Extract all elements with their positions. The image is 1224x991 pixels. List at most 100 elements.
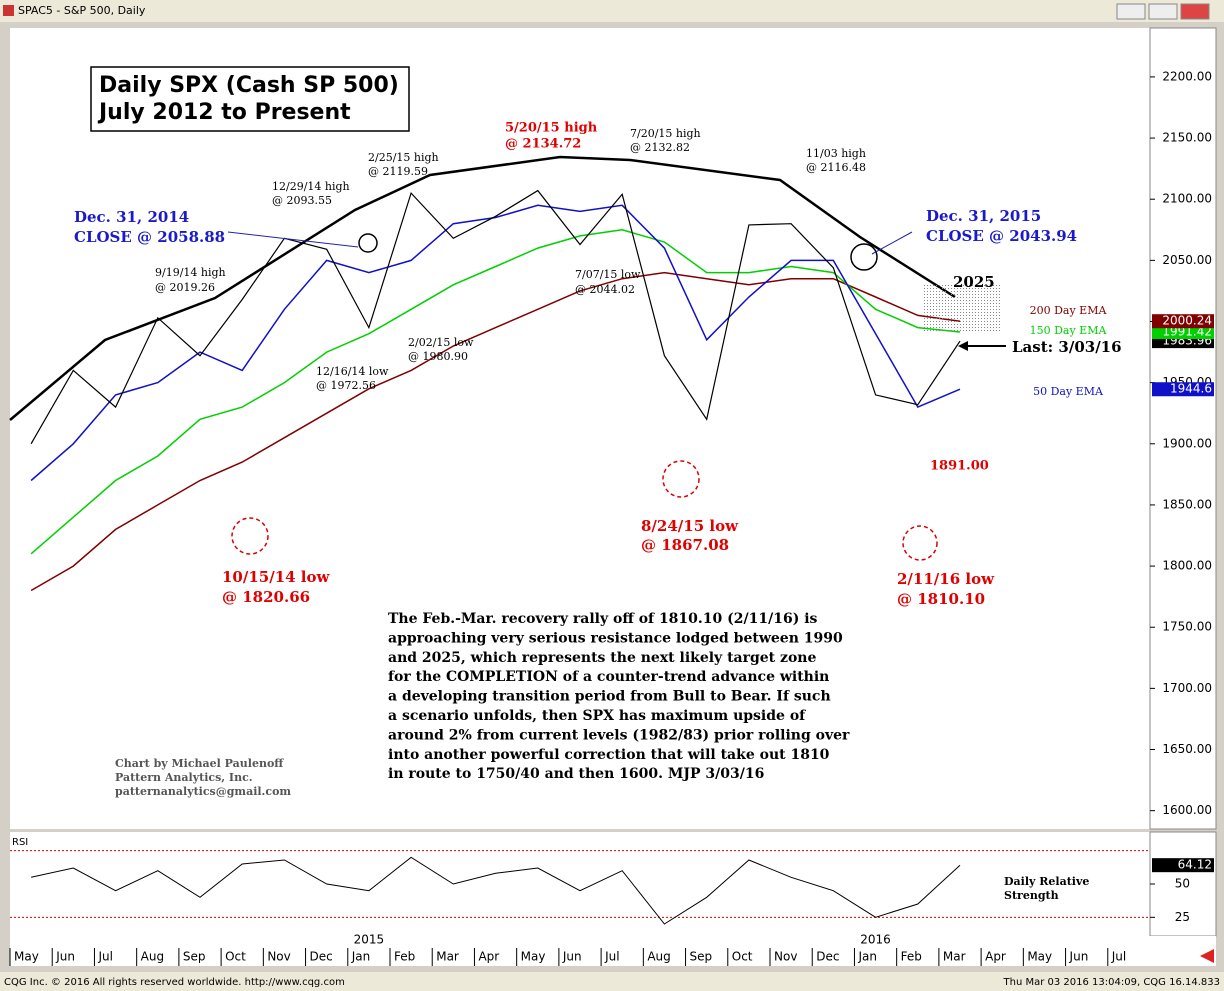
x-tick-label: Oct — [225, 950, 246, 964]
last-value-tag — [1152, 382, 1214, 397]
commentary-line: around 2% from current levels (1982/83) … — [388, 727, 850, 743]
rsi-last-label: 64.12 — [1178, 858, 1212, 872]
commentary-line: The Feb.-Mar. recovery rally off of 1810… — [388, 611, 818, 627]
y-tick-label: 1600.00 — [1162, 803, 1212, 817]
title-box — [90, 66, 410, 132]
y-tick-label: 2100.00 — [1162, 192, 1212, 206]
x-tick-label: Nov — [774, 950, 797, 964]
commentary-line: into another powerful correction that wi… — [388, 747, 830, 763]
rsi-axis — [1149, 831, 1217, 937]
last-value-label: 1944.6 — [1170, 382, 1212, 396]
rsi-label: RSI — [12, 837, 28, 848]
x-tick-label: Jan — [857, 950, 877, 964]
legend-entry: 150 Day EMA — [1030, 324, 1108, 337]
x-tick-label: May — [521, 950, 546, 964]
y-tick-label: 1800.00 — [1162, 559, 1212, 573]
window-title: SPAC5 - S&P 500, Daily — [18, 4, 146, 17]
annotation: 2025 — [953, 273, 995, 291]
chart-title: Daily SPX (Cash SP 500) — [99, 73, 399, 98]
annotation: 10/15/14 low — [222, 568, 331, 586]
price-line — [30, 189, 961, 445]
x-tick-label: Jun — [55, 950, 75, 964]
y-tick-label: 1750.00 — [1162, 620, 1212, 634]
annotation: 9/19/14 high — [155, 266, 226, 279]
commentary-line: a developing transition period from Bull… — [388, 689, 831, 705]
x-tick-label: Mar — [436, 950, 459, 964]
rsi-tick-label: 25 — [1175, 910, 1190, 924]
annotation: @ 1810.10 — [897, 590, 985, 608]
y-tick-label: 2050.00 — [1162, 253, 1212, 267]
x-tick-label: May — [14, 950, 39, 964]
annotation: Dec. 31, 2015 — [926, 207, 1041, 225]
price-panel — [10, 28, 1150, 829]
close-circle — [358, 233, 378, 253]
commentary-line: in route to 1750/40 and then 1600. MJP 3… — [388, 766, 764, 782]
resistance-zone — [922, 283, 1000, 332]
y-tick-label: 1900.00 — [1162, 436, 1212, 450]
annotation: 5/20/15 high — [505, 121, 598, 136]
minimize-button[interactable] — [1116, 3, 1146, 20]
commentary-line: a scenario unfolds, then SPX has maximum… — [388, 708, 806, 724]
year-label: 2015 — [354, 933, 385, 947]
title-bar — [0, 0, 1224, 22]
annotation: @ 1980.90 — [408, 350, 468, 363]
y-tick-label: 2200.00 — [1162, 69, 1212, 83]
rsi-line — [30, 856, 961, 925]
pointer-line — [227, 231, 359, 248]
annotation: @ 2119.59 — [368, 165, 428, 178]
plot: 1600.00 1650.00 1700.00 1750.00 1800.00 1850.… — [9, 69, 1214, 966]
legend-entry: 50 Day EMA — [1033, 385, 1104, 398]
x-tick-label: Nov — [267, 950, 290, 964]
arrow-head — [958, 341, 968, 351]
pointer-line — [871, 231, 913, 255]
rsi-tick-label: 50 — [1175, 877, 1190, 891]
close-button[interactable] — [1180, 3, 1210, 20]
ema-line — [30, 271, 961, 592]
time-axis — [10, 936, 1216, 966]
x-tick-label: Aug — [141, 950, 164, 964]
app-icon — [3, 5, 14, 16]
last-value-tag — [1152, 314, 1214, 329]
annotation: 12/16/14 low — [316, 365, 389, 378]
annotation: 11/03 high — [806, 147, 866, 160]
x-tick-label: Feb — [394, 950, 415, 964]
annotation: 7/07/15 low — [575, 268, 641, 281]
x-tick-label: Mar — [943, 950, 966, 964]
x-tick-label: Dec — [310, 950, 333, 964]
commentary-line: and 2025, which represents the next like… — [388, 650, 816, 666]
last-value-tag — [1152, 324, 1214, 339]
x-tick-label: Feb — [901, 950, 922, 964]
year-label: 2016 — [860, 933, 891, 947]
annotation: 2/02/15 low — [408, 336, 474, 349]
x-tick-label: Jun — [562, 950, 582, 964]
commentary-line: for the COMPLETION of a counter-trend ad… — [388, 669, 829, 685]
chart-subtitle: July 2012 to Present — [97, 100, 351, 125]
scroll-arrow[interactable] — [1200, 949, 1214, 963]
maximize-button[interactable] — [1148, 3, 1178, 20]
annotation: @ 1867.08 — [641, 536, 729, 554]
annotation: @ 2116.48 — [806, 161, 866, 174]
annotation: 2/25/15 high — [368, 151, 439, 164]
annotation: 12/29/14 high — [272, 180, 350, 193]
annotation: CLOSE @ 2043.94 — [926, 227, 1077, 245]
x-tick-label: Sep — [690, 950, 713, 964]
low-circle — [662, 460, 700, 498]
annotation: @ 1972.56 — [316, 379, 376, 392]
close-circle — [850, 243, 878, 271]
credit-line: patternanalytics@gmail.com — [115, 785, 291, 798]
footer-left: CQG Inc. © 2016 All rights reserved worl… — [4, 977, 345, 988]
x-tick-label: Jul — [97, 950, 112, 964]
x-tick-label: Oct — [732, 950, 753, 964]
annotation: 1891.00 — [930, 459, 989, 474]
annotation: 2/11/16 low — [897, 570, 995, 588]
legend-entry: 200 Day EMA — [1030, 304, 1108, 317]
x-tick-label: Apr — [985, 950, 1006, 964]
rsi-panel — [10, 832, 1150, 936]
y-tick-label: 1850.00 — [1162, 497, 1212, 511]
x-tick-label: Jul — [1111, 950, 1126, 964]
annotation: Dec. 31, 2014 — [74, 208, 189, 226]
annotation: @ 2019.26 — [155, 281, 215, 294]
annotation: @ 2093.55 — [272, 194, 332, 207]
commentary-line: approaching very serious resistance lodg… — [388, 630, 843, 646]
